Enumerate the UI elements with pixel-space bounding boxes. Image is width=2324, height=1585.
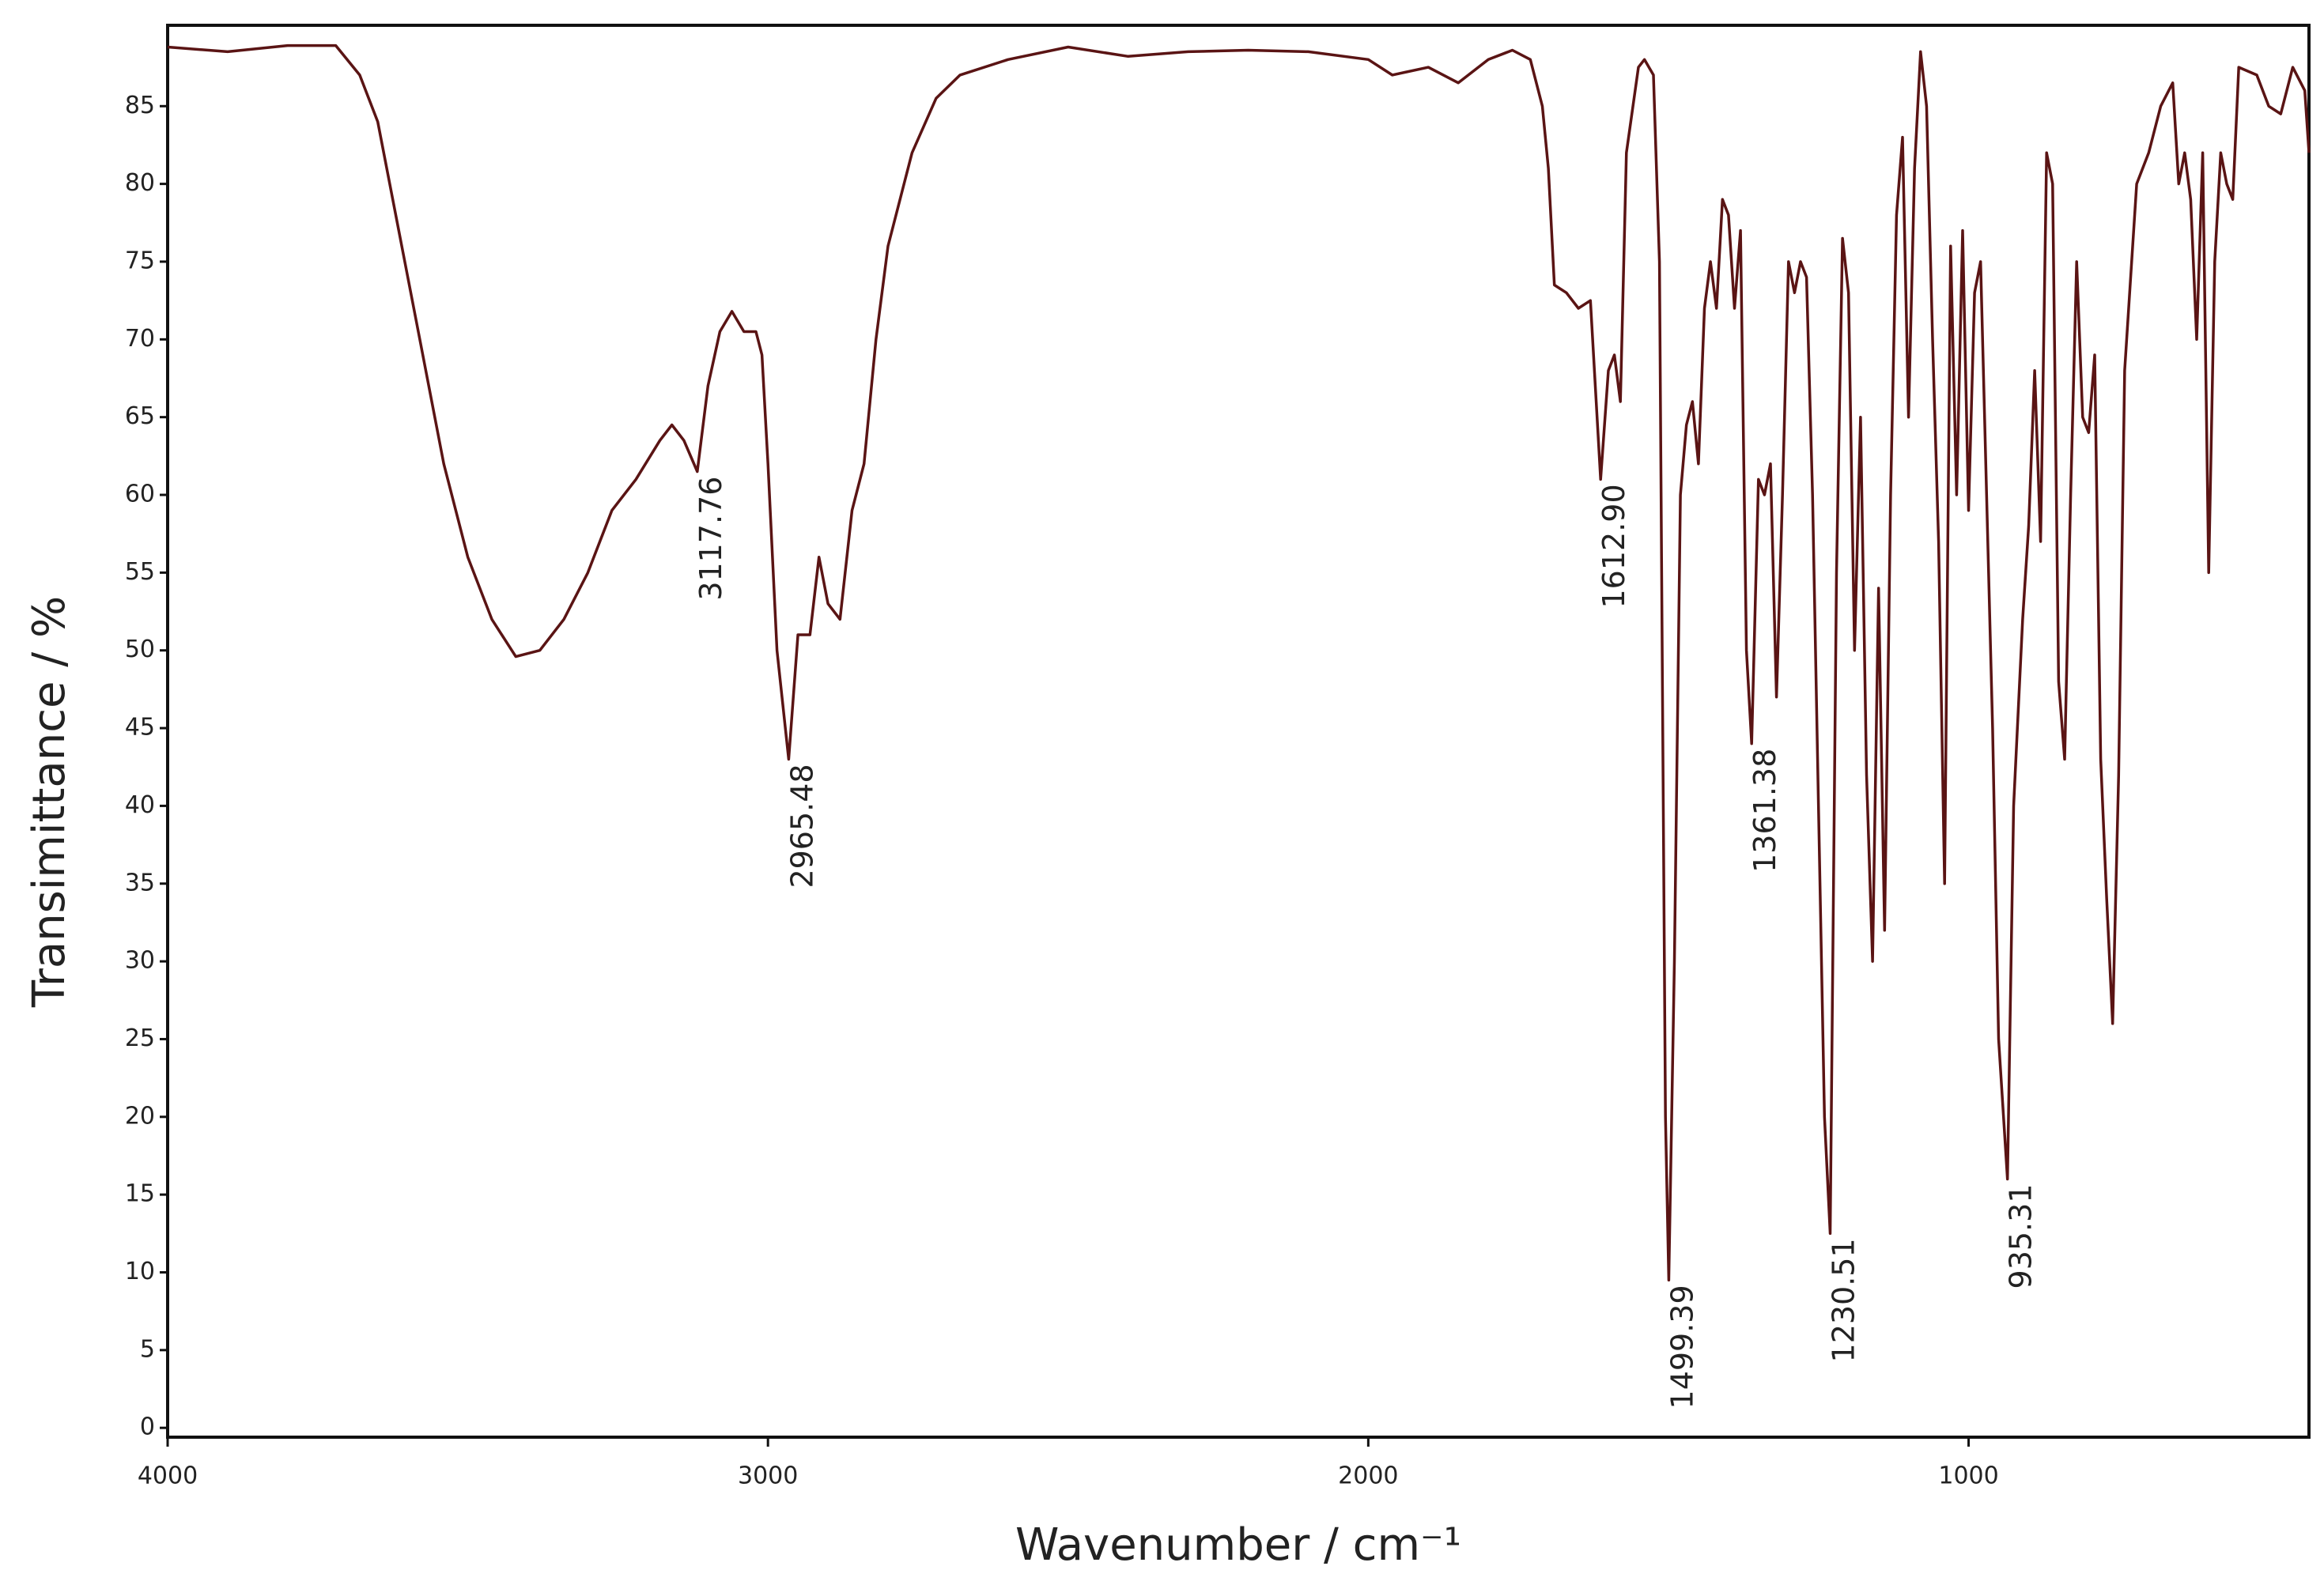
y-tick-label: 60 [125, 481, 155, 508]
peak-label: 1361.38 [1748, 749, 1782, 873]
y-tick-label: 30 [125, 947, 155, 975]
y-tick-label: 75 [125, 247, 155, 274]
y-tick-label: 10 [125, 1258, 155, 1285]
y-tick-label: 25 [125, 1025, 155, 1052]
y-tick-label: 15 [125, 1180, 155, 1208]
y-tick-label: 40 [125, 791, 155, 819]
peak-label: 2965.48 [784, 764, 819, 888]
y-tick-label: 45 [125, 714, 155, 742]
plot-frame [166, 24, 2311, 1439]
y-tick-label: 85 [125, 92, 155, 119]
x-axis-title: Wavenumber / cm⁻¹ [1015, 1519, 1461, 1571]
y-tick-label: 50 [125, 636, 155, 663]
y-tick-label: 35 [125, 869, 155, 896]
y-tick-label: 55 [125, 558, 155, 586]
peak-label: 935.31 [2004, 1183, 2039, 1289]
y-tick-label: 20 [125, 1102, 155, 1130]
y-tick-label: 65 [125, 402, 155, 430]
y-tick-label: 5 [140, 1335, 155, 1363]
y-tick-label: 0 [140, 1413, 155, 1441]
spectrum-line [167, 43, 2311, 1282]
x-tick-label: 1000 [1938, 1462, 1998, 1490]
x-tick-label: 2000 [1338, 1462, 1398, 1490]
y-axis-title: Transimittance / % [24, 596, 75, 1008]
peak-label: 1612.90 [1597, 484, 1631, 608]
x-tick-label: 4000 [138, 1462, 198, 1490]
peak-label: 1230.51 [1827, 1238, 1861, 1362]
y-tick-label: 70 [125, 325, 155, 353]
x-tick-label: 3000 [738, 1462, 798, 1490]
peak-label: 1499.39 [1665, 1285, 1699, 1409]
peak-label: 3117.76 [693, 477, 728, 601]
y-tick-label: 80 [125, 169, 155, 197]
